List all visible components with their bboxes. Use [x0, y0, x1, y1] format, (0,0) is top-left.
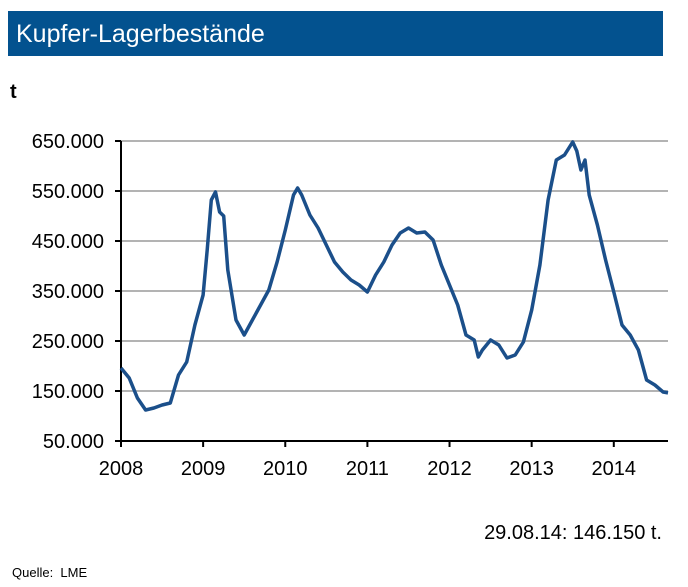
y-tick-label: 550.000 — [32, 181, 104, 203]
y-tick-label: 150.000 — [32, 381, 104, 403]
y-tick-label: 450.000 — [32, 231, 104, 253]
chart-title: Kupfer-Lagerbestände — [16, 20, 265, 48]
source-note: Quelle: LME — [12, 565, 87, 580]
x-tick-label: 2010 — [263, 458, 308, 480]
y-tick-label: 50.000 — [43, 431, 104, 453]
x-tick-label: 2009 — [181, 458, 226, 480]
y-tick-label: 350.000 — [32, 281, 104, 303]
x-tick-label: 2011 — [346, 458, 389, 480]
x-tick-label: 2013 — [509, 458, 554, 480]
series-line — [119, 140, 669, 412]
x-tick-label: 2008 — [99, 458, 144, 480]
x-tick-label: 2014 — [592, 458, 637, 480]
y-tick-label: 250.000 — [32, 331, 104, 353]
x-tick-label: 2012 — [427, 458, 472, 480]
last-value-annotation: 29.08.14: 146.150 t. — [484, 522, 662, 544]
y-axis-unit: t — [10, 81, 17, 103]
title-bar — [8, 11, 663, 56]
y-tick-label: 650.000 — [32, 131, 104, 153]
